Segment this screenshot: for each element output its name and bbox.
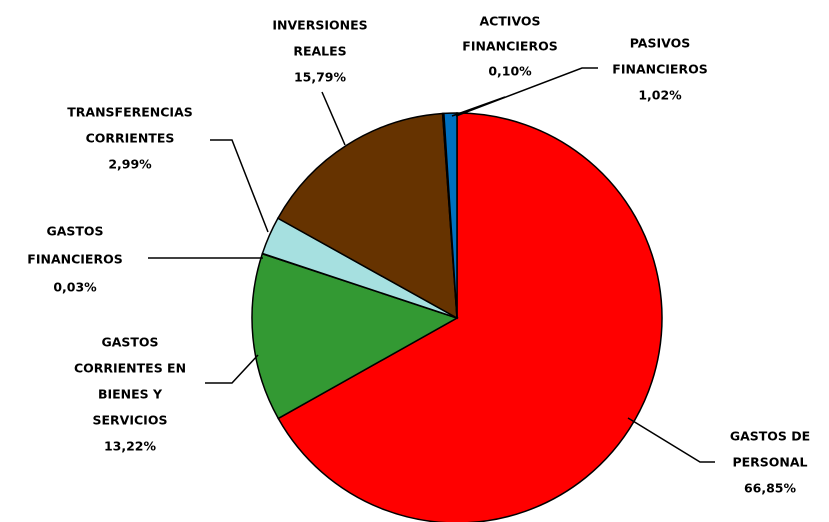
slice-label: SERVICIOS	[93, 413, 168, 428]
pie-slice	[276, 112, 458, 320]
slice-label: INVERSIONES	[272, 18, 367, 33]
leader-line	[321, 91, 346, 146]
leader-line	[627, 417, 715, 463]
slice-label: GASTOS	[101, 335, 158, 350]
slice-label: ACTIVOS	[479, 14, 540, 29]
value-label: 13,22%	[104, 439, 157, 454]
slice-label: PASIVOS	[630, 36, 690, 51]
value-label: 2,99%	[108, 157, 152, 172]
value-label: 0,03%	[53, 280, 97, 295]
slice-label: GASTOS	[46, 224, 103, 239]
value-label: 0,10%	[488, 64, 532, 79]
slice-label: FINANCIEROS	[462, 39, 557, 54]
slice-label: FINANCIEROS	[27, 252, 122, 267]
leader-line	[455, 67, 598, 117]
pie-slice	[251, 252, 459, 420]
slice-label: GASTOS DE	[730, 429, 810, 444]
slice-label: REALES	[293, 44, 346, 59]
value-label: 15,79%	[294, 70, 347, 85]
leader-line	[210, 139, 269, 233]
leader-line	[205, 354, 259, 384]
slice-label: PERSONAL	[732, 455, 807, 470]
pie-slice	[443, 112, 458, 319]
slice-label: FINANCIEROS	[612, 62, 707, 77]
slice-label: TRANSFERENCIAS	[67, 105, 193, 120]
value-label: 1,02%	[638, 88, 682, 103]
value-label: 66,85%	[744, 481, 797, 496]
slice-label: CORRIENTES EN	[74, 361, 186, 376]
slice-label: CORRIENTES	[86, 131, 175, 146]
slice-label: BIENES Y	[98, 387, 163, 402]
